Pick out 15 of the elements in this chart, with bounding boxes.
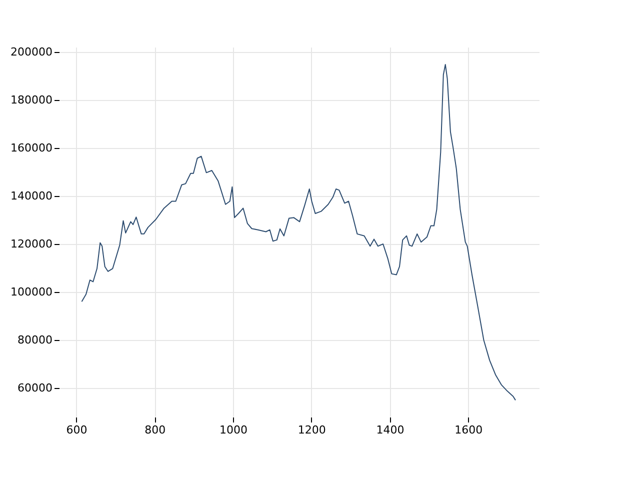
line-series — [81, 64, 516, 401]
y-tick-label: 60000 — [18, 382, 52, 395]
x-tick-label: 800 — [144, 424, 166, 436]
x-tick-label: 1200 — [298, 424, 326, 436]
y-tick-label: 140000 — [10, 189, 52, 202]
x-tick-label: 600 — [66, 424, 88, 436]
y-tick-label: 80000 — [18, 334, 52, 347]
y-tick-label: 160000 — [10, 141, 52, 154]
x-tick-label: 1400 — [376, 424, 404, 436]
y-tick-label: 180000 — [10, 93, 52, 106]
y-tick-label: 200000 — [10, 45, 52, 58]
y-tick-label: 100000 — [10, 286, 52, 299]
y-tick-label: 120000 — [10, 238, 52, 251]
x-tick-label: 1000 — [219, 424, 248, 436]
x-tick-label: 1600 — [454, 424, 483, 436]
